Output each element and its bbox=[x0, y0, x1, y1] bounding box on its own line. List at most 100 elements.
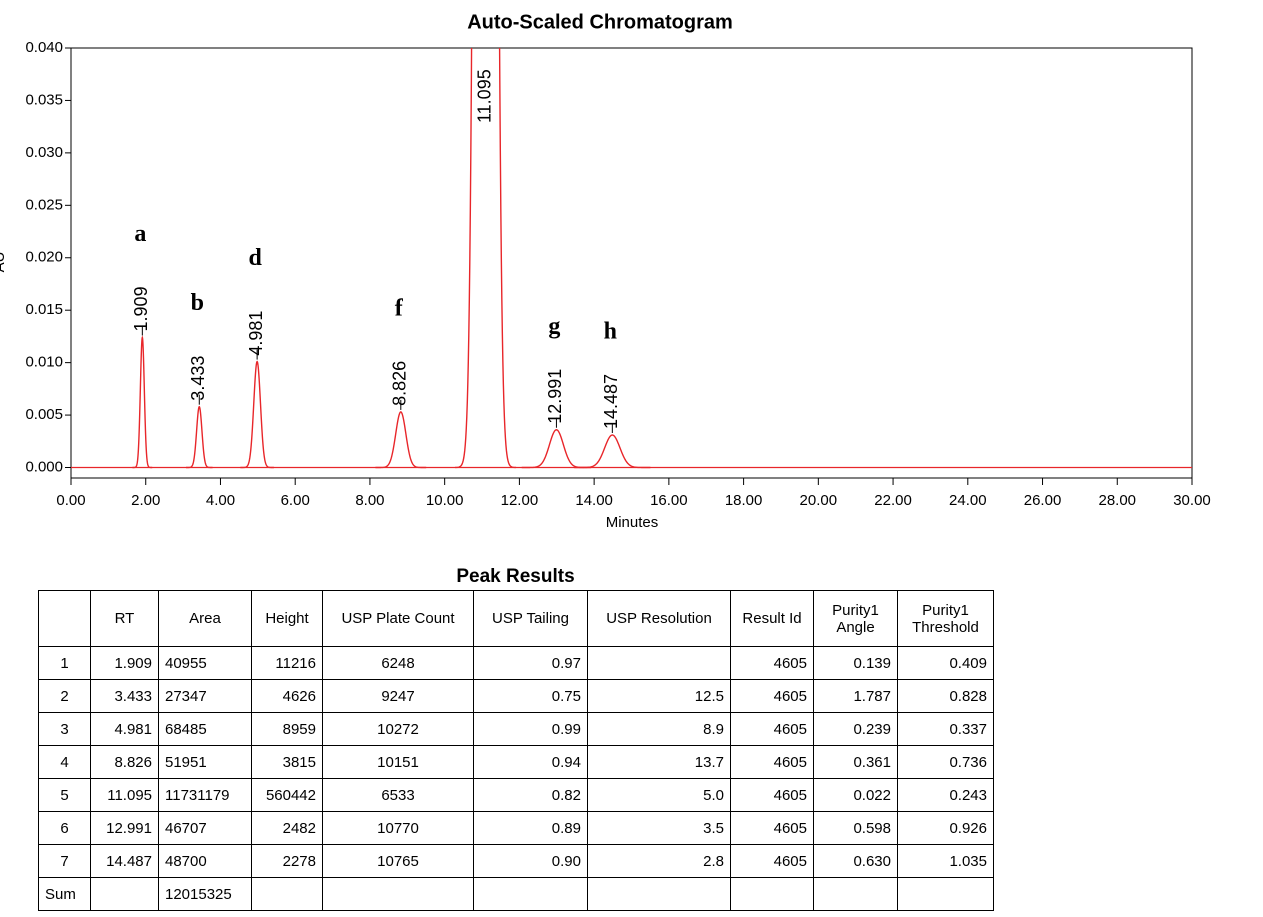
table-cell: 2 bbox=[38, 679, 91, 713]
peak-letter: h bbox=[604, 319, 617, 345]
y-tick-label: 0.035 bbox=[25, 91, 63, 108]
table-cell: 12015325 bbox=[158, 877, 252, 911]
header-cell bbox=[38, 590, 91, 647]
table-cell: 11.095 bbox=[90, 778, 159, 812]
table-cell: 9247 bbox=[322, 679, 474, 713]
table-cell: 7 bbox=[38, 844, 91, 878]
table-cell: 0.022 bbox=[813, 778, 898, 812]
peak bbox=[521, 429, 592, 469]
table-cell bbox=[587, 877, 731, 911]
table-cell: 10765 bbox=[322, 844, 474, 878]
table-cell: 3 bbox=[38, 712, 91, 746]
x-tick-label: 20.00 bbox=[800, 492, 838, 509]
table-cell: 6 bbox=[38, 811, 91, 845]
table-cell bbox=[813, 877, 898, 911]
y-tick-label: 0.015 bbox=[25, 301, 63, 318]
table-cell: 0.90 bbox=[473, 844, 588, 878]
header-cell: Purity1 Threshold bbox=[897, 590, 994, 647]
x-tick-label: 16.00 bbox=[650, 492, 688, 509]
table-cell: 10770 bbox=[322, 811, 474, 845]
table-cell: 0.97 bbox=[473, 646, 588, 680]
header-cell: Result Id bbox=[730, 590, 814, 647]
table-cell: 48700 bbox=[158, 844, 252, 878]
table-cell: 4605 bbox=[730, 646, 814, 680]
table-cell: 11731179 bbox=[158, 778, 252, 812]
peak-letter: g bbox=[548, 313, 560, 339]
chart-title: Auto-Scaled Chromatogram bbox=[467, 11, 733, 33]
table-cell: 11216 bbox=[251, 646, 323, 680]
table-row: 1 1.909 40955 11216 6248 0.97 4605 0.139 0.409 bbox=[38, 646, 994, 680]
table-cell: 5 bbox=[38, 778, 91, 812]
x-tick-label: 24.00 bbox=[949, 492, 987, 509]
table-row: Sum 12015325 bbox=[38, 877, 994, 911]
x-axis-label: Minutes bbox=[606, 514, 659, 531]
x-tick-label: 0.00 bbox=[56, 492, 85, 509]
table-cell: 0.99 bbox=[473, 712, 588, 746]
header-row: RT Area Height USP Plate Count USP Tailing US… bbox=[38, 590, 994, 647]
table-cell: 2482 bbox=[251, 811, 323, 845]
table-cell: 3815 bbox=[251, 745, 323, 779]
table-cell: 2278 bbox=[251, 844, 323, 878]
table-cell: 3.5 bbox=[587, 811, 731, 845]
x-tick-label: 12.00 bbox=[501, 492, 539, 509]
peak-label: 11.095 bbox=[474, 69, 494, 123]
table-cell: 12.5 bbox=[587, 679, 731, 713]
table-cell: 4605 bbox=[730, 745, 814, 779]
table-cell: 4605 bbox=[730, 811, 814, 845]
table-cell: 0.598 bbox=[813, 811, 898, 845]
header-cell: USP Resolution bbox=[587, 590, 731, 647]
x-tick-label: 2.00 bbox=[131, 492, 160, 509]
table-cell: Sum bbox=[38, 877, 91, 911]
table-cell: 0.94 bbox=[473, 745, 588, 779]
table-cell bbox=[730, 877, 814, 911]
table-cell: 6533 bbox=[322, 778, 474, 812]
table-cell: 12.991 bbox=[90, 811, 159, 845]
y-tick-label: 0.020 bbox=[25, 249, 63, 266]
table-cell bbox=[322, 877, 474, 911]
x-tick-label: 10.00 bbox=[426, 492, 464, 509]
x-tick-label: 8.00 bbox=[355, 492, 384, 509]
peak bbox=[455, 48, 517, 469]
peak-label: 4.981 bbox=[246, 311, 266, 356]
header-cell: RT bbox=[90, 590, 159, 647]
table-cell bbox=[897, 877, 994, 911]
table-cell: 1.787 bbox=[813, 679, 898, 713]
table-cell: 27347 bbox=[158, 679, 252, 713]
table-row: 6 12.991 46707 2482 10770 0.89 3.5 4605 0.598 0.9… bbox=[38, 811, 994, 845]
table-cell: 68485 bbox=[158, 712, 252, 746]
peak bbox=[240, 360, 274, 469]
table-cell bbox=[473, 877, 588, 911]
peak-letter: d bbox=[248, 245, 262, 271]
table-cell: 0.337 bbox=[897, 712, 994, 746]
table-cell: 4605 bbox=[730, 712, 814, 746]
x-tick-label: 22.00 bbox=[874, 492, 912, 509]
table-cell: 8.826 bbox=[90, 745, 159, 779]
header-cell: USP Plate Count bbox=[322, 590, 474, 647]
table-cell: 4605 bbox=[730, 679, 814, 713]
table-cell: 8.9 bbox=[587, 712, 731, 746]
peak-letter: a bbox=[134, 221, 146, 247]
table-cell bbox=[251, 877, 323, 911]
table-cell: 6248 bbox=[322, 646, 474, 680]
x-tick-label: 30.00 bbox=[1173, 492, 1211, 509]
table-cell: 2.8 bbox=[587, 844, 731, 878]
table-cell: 0.139 bbox=[813, 646, 898, 680]
table-row: 3 4.981 68485 8959 10272 0.99 8.9 4605 0.239 0.33… bbox=[38, 712, 994, 746]
table-cell: 51951 bbox=[158, 745, 252, 779]
table-cell bbox=[90, 877, 159, 911]
table-cell: 560442 bbox=[251, 778, 323, 812]
peak bbox=[375, 411, 427, 469]
y-tick-label: 0.005 bbox=[25, 406, 63, 423]
table-cell: 4 bbox=[38, 745, 91, 779]
y-tick-label: 0.030 bbox=[25, 144, 63, 161]
header-cell: Purity1 Angle bbox=[813, 590, 898, 647]
y-tick-label: 0.025 bbox=[25, 196, 63, 213]
peak-label: 14.487 bbox=[601, 374, 621, 429]
table-cell: 4605 bbox=[730, 844, 814, 878]
table-cell: 46707 bbox=[158, 811, 252, 845]
table-cell: 1.035 bbox=[897, 844, 994, 878]
table-cell: 0.736 bbox=[897, 745, 994, 779]
x-tick-label: 28.00 bbox=[1098, 492, 1136, 509]
y-tick-label: 0.010 bbox=[25, 354, 63, 371]
